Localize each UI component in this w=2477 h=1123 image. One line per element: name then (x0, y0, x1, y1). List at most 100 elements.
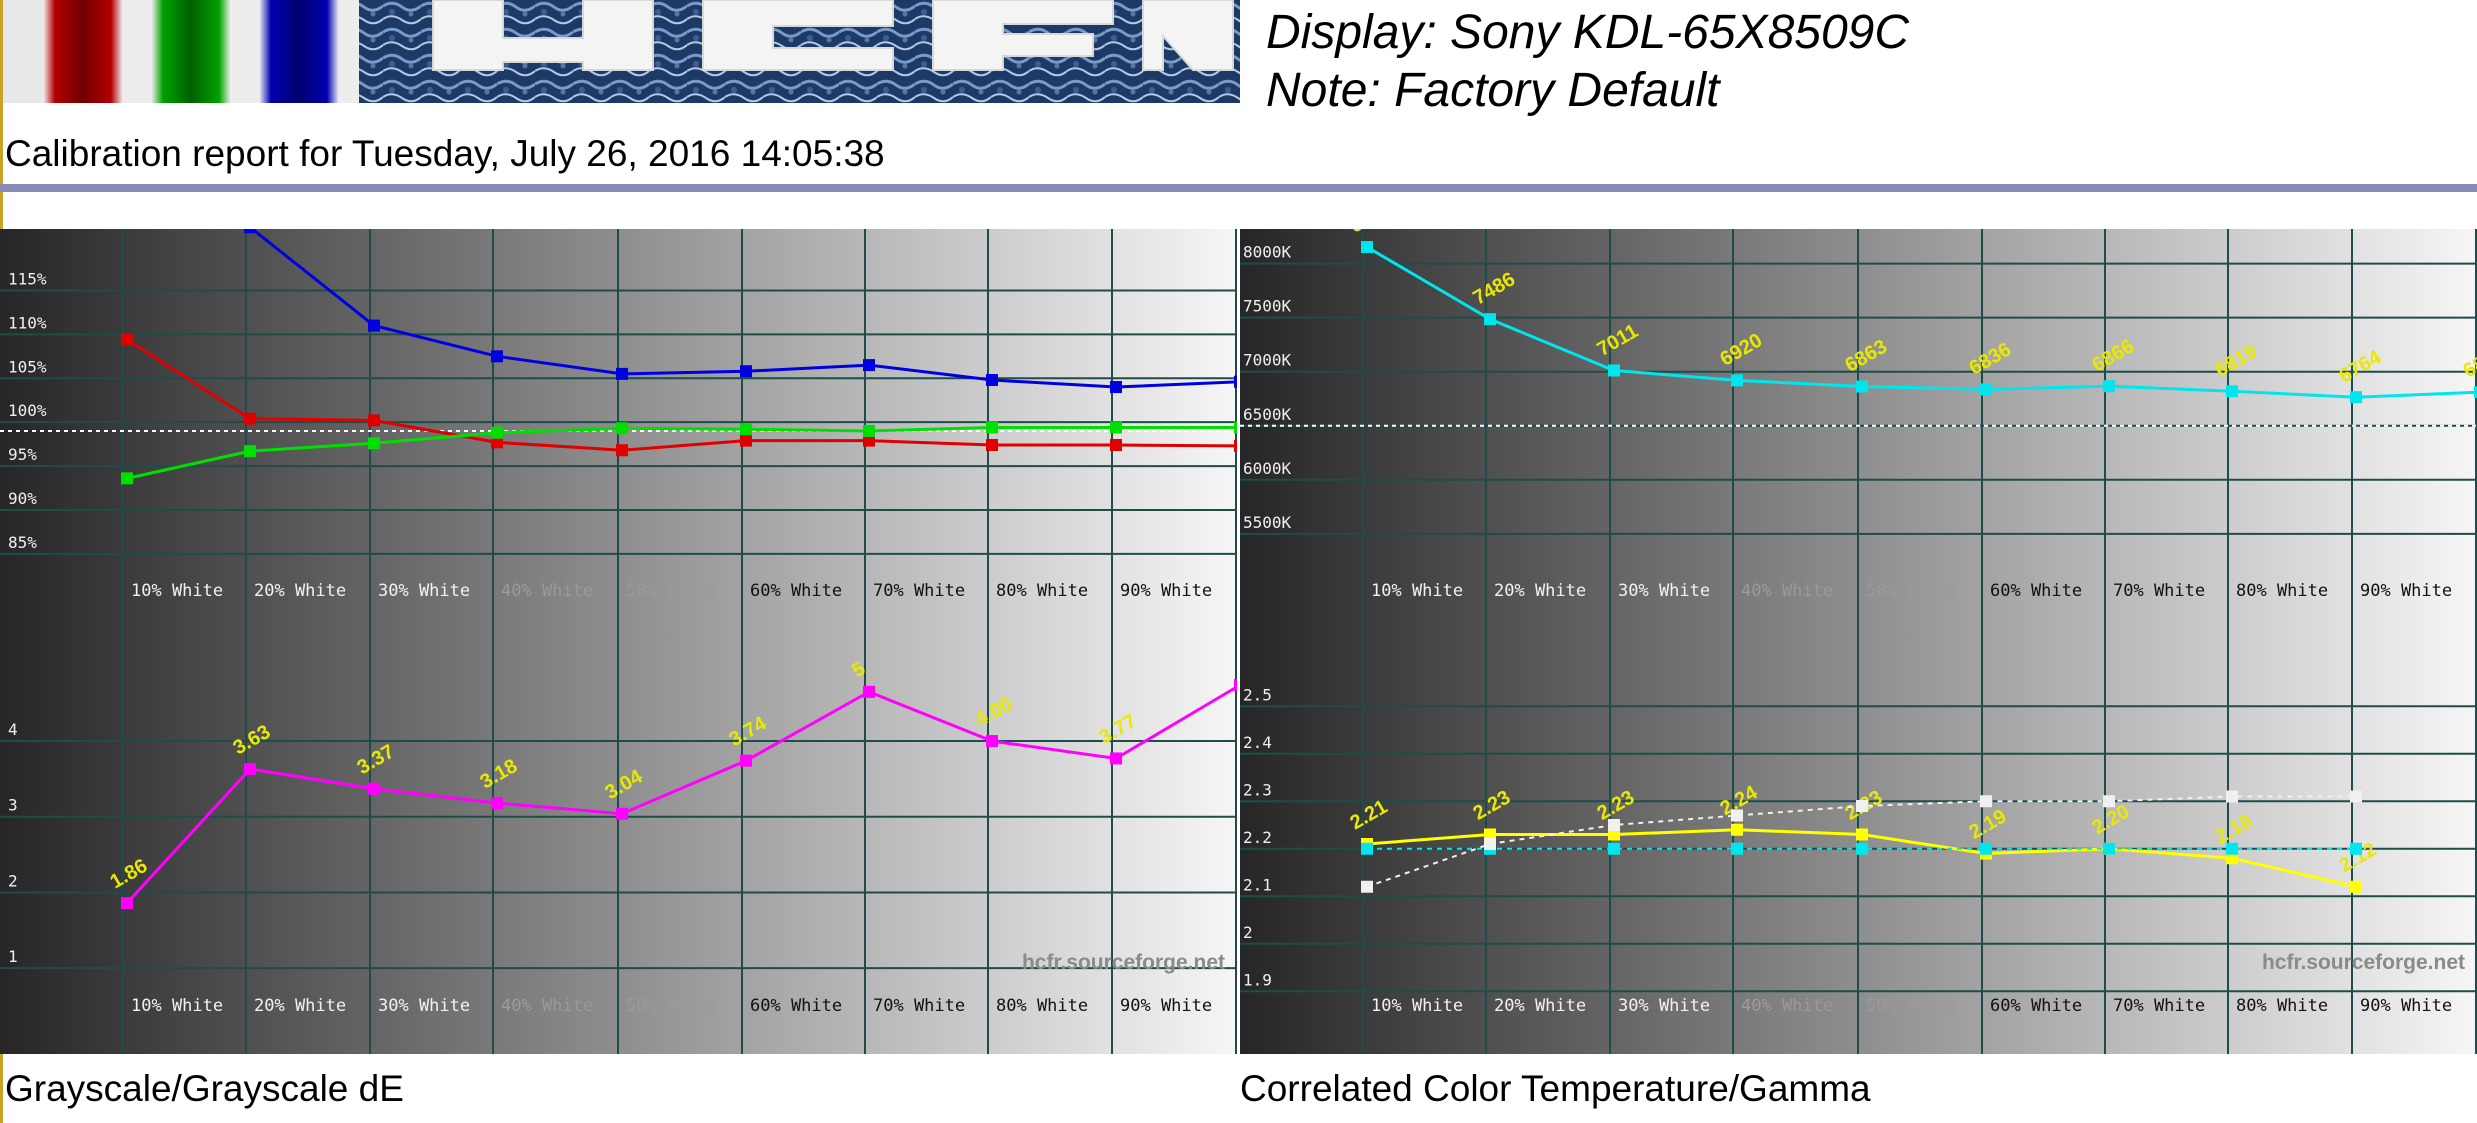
data-point-magenta (986, 735, 998, 748)
data-point-blue (491, 350, 503, 363)
data-point-white (1484, 838, 1496, 850)
y-tick-label: 2 (1243, 923, 1253, 942)
data-point-yellow (1608, 828, 1620, 841)
y-tick-label: 4 (8, 720, 18, 739)
y-tick-label: 7500K (1243, 297, 1292, 316)
cct-gamma-panel: 5500K6000K6500K7000K7500K8000K8153748670… (1240, 229, 2477, 1054)
header-divider (0, 184, 2477, 192)
series-line-cyan (1366, 245, 2477, 399)
x-tick-label: 50% White (1866, 581, 1958, 601)
y-tick-label: 115% (8, 269, 47, 288)
x-tick-label: 50% White (626, 581, 718, 601)
series-line-green (126, 425, 1237, 480)
data-point-white (2103, 795, 2115, 808)
data-point-cyan (1731, 842, 1743, 855)
y-tick-label: 1.9 (1243, 970, 1272, 989)
data-point-green (986, 421, 998, 434)
x-tick-label: 20% White (1494, 996, 1586, 1016)
data-point-white (1608, 819, 1620, 831)
right-panel-caption: Correlated Color Temperature/Gamma (1240, 1068, 1871, 1109)
data-point-red (616, 444, 628, 457)
watermark: hcfr.sourceforge.net (2262, 951, 2465, 974)
y-tick-label: 6500K (1243, 405, 1292, 424)
data-point-magenta (863, 685, 875, 698)
data-point-yellow (2350, 880, 2362, 893)
data-point-red (1110, 439, 1122, 451)
x-tick-label: 40% White (1741, 581, 1833, 601)
y-tick-label: 85% (8, 533, 37, 552)
note-title: Note: Factory Default (1266, 64, 1720, 117)
data-point-green (121, 472, 133, 485)
y-tick-label: 110% (8, 313, 47, 332)
data-point-blue (368, 319, 380, 332)
data-point-blue (244, 229, 256, 234)
display-title: Display: Sony KDL-65X8509C (1266, 6, 1910, 59)
charts-area: 85%90%95%100%105%110%115%12341.863.633.3… (0, 229, 2477, 1054)
x-tick-label: 40% White (501, 581, 593, 601)
y-tick-label: 2.4 (1243, 733, 1272, 752)
x-tick-label: 10% White (131, 581, 223, 601)
x-tick-label: 30% White (1618, 996, 1710, 1016)
series-line-magenta (125, 685, 1237, 905)
data-point-cyan (2350, 391, 2362, 404)
data-point-cyan (1484, 313, 1496, 326)
report-date: Calibration report for Tuesday, July 26,… (5, 133, 885, 174)
data-point-yellow (1731, 823, 1743, 836)
data-point-cyan (2226, 842, 2238, 855)
x-tick-label: 60% White (750, 996, 842, 1016)
data-point-white (1980, 795, 1992, 808)
data-point-magenta (616, 807, 628, 820)
data-point-red (368, 414, 380, 427)
x-tick-label: 20% White (254, 581, 346, 601)
data-point-cyan (2350, 842, 2362, 855)
x-tick-label: 90% White (1120, 581, 1212, 601)
data-point-red (863, 434, 875, 447)
x-tick-label: 40% White (501, 996, 593, 1016)
y-tick-label: 6000K (1243, 459, 1292, 478)
data-point-cyan (1608, 364, 1620, 377)
data-point-magenta (368, 782, 380, 795)
y-tick-label: 2.1 (1243, 875, 1272, 894)
data-point-cyan (2226, 385, 2238, 398)
data-point-magenta (244, 763, 256, 776)
hcfr-logo (3, 0, 1240, 103)
x-tick-label: 10% White (131, 996, 223, 1016)
x-tick-label: 40% White (1741, 996, 1833, 1016)
data-point-red (986, 439, 998, 451)
y-tick-label: 2 (8, 871, 18, 890)
data-point-blue (863, 359, 875, 372)
x-tick-label: 80% White (996, 996, 1088, 1016)
data-point-cyan (1980, 383, 1992, 396)
data-point-blue (616, 367, 628, 380)
x-tick-label: 10% White (1371, 581, 1463, 601)
x-tick-label: 30% White (378, 996, 470, 1016)
data-point-red (740, 434, 752, 447)
x-tick-label: 70% White (873, 581, 965, 601)
data-point-cyan (1608, 842, 1620, 855)
data-point-red (1234, 439, 1237, 452)
data-point-magenta (1234, 679, 1237, 692)
x-tick-label: 70% White (2113, 996, 2205, 1016)
data-point-green (368, 437, 380, 450)
y-tick-label: 2.3 (1243, 780, 1272, 799)
data-point-red (244, 412, 256, 425)
y-tick-label: 105% (8, 357, 47, 376)
data-point-blue (1234, 375, 1237, 388)
y-tick-label: 8000K (1243, 243, 1292, 262)
data-point-white (1361, 880, 1373, 893)
watermark: hcfr.sourceforge.net (1022, 951, 1225, 974)
x-tick-label: 10% White (1371, 996, 1463, 1016)
data-point-green (1234, 421, 1237, 434)
data-point-green (616, 422, 628, 435)
data-point-cyan (1980, 842, 1992, 855)
x-tick-label: 90% White (2360, 996, 2452, 1016)
data-point-green (491, 426, 503, 439)
data-point-cyan (1731, 374, 1743, 387)
series-line-red (126, 338, 1237, 452)
data-point-green (244, 445, 256, 458)
data-point-cyan (1361, 842, 1373, 855)
x-tick-label: 60% White (1990, 581, 2082, 601)
y-tick-label: 5500K (1243, 513, 1292, 532)
data-point-green (740, 423, 752, 436)
x-tick-label: 90% White (1120, 996, 1212, 1016)
